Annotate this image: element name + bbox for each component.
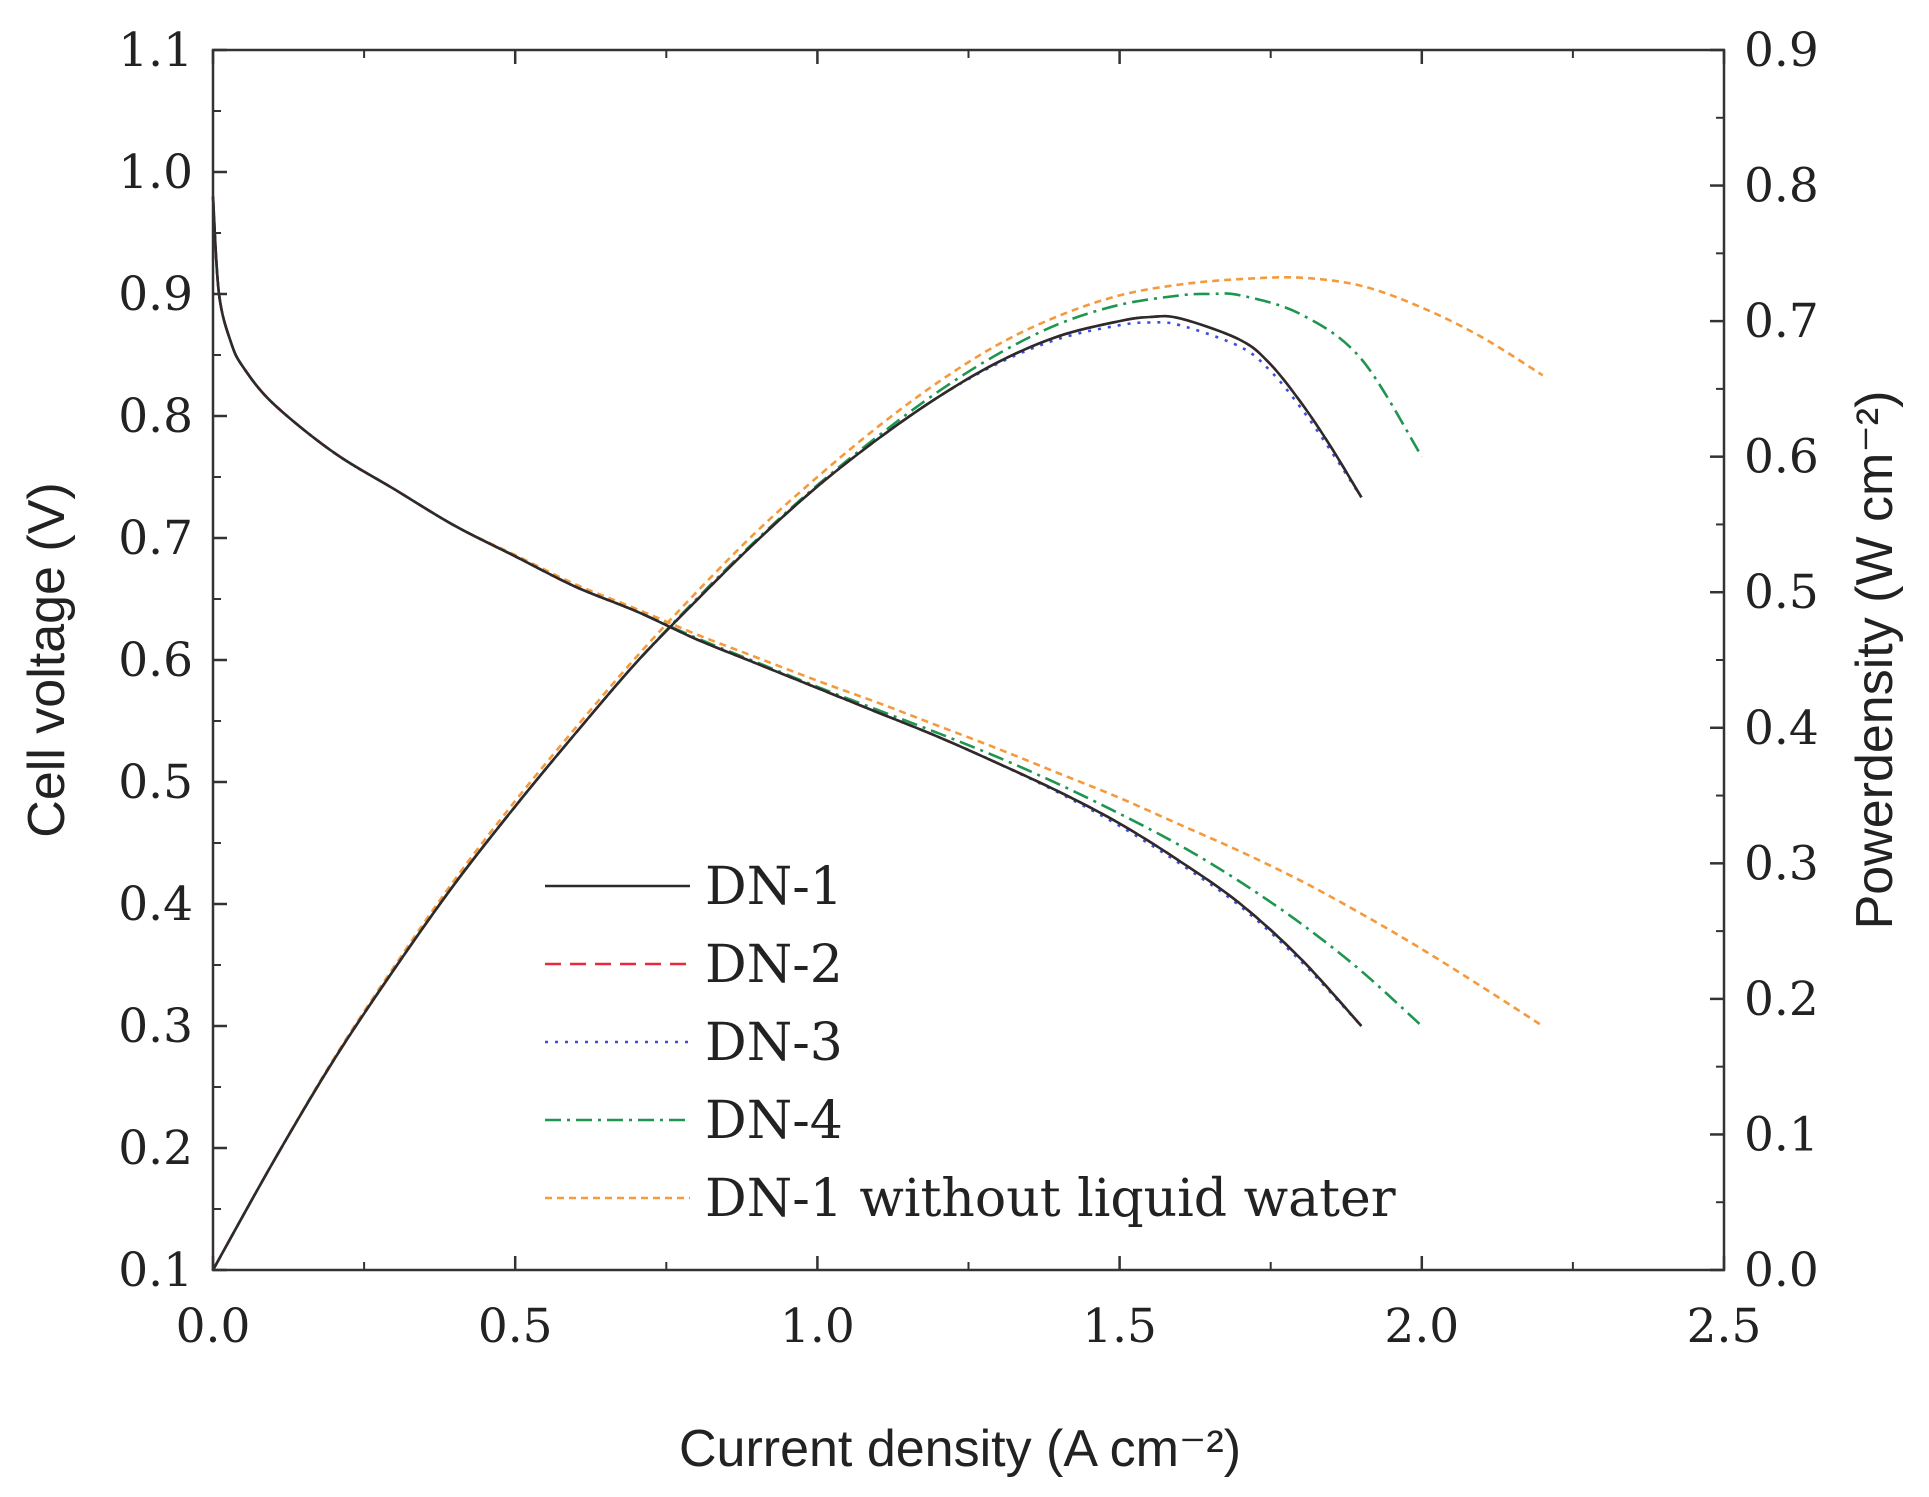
y-left-tick-label: 0.3 — [118, 999, 193, 1054]
y-right-tick-label: 0.4 — [1744, 701, 1819, 756]
y-left-tick-label: 1.1 — [118, 23, 193, 78]
y-left-axis-title: Cell voltage (V) — [18, 482, 76, 837]
y-left-tick-label: 1.0 — [118, 145, 193, 200]
axes — [211, 48, 1726, 1272]
x-tick-label: 2.0 — [1384, 1299, 1459, 1354]
y-left-tick-label: 0.9 — [118, 267, 193, 322]
polarization-curve-dn-1-without-liquid-water — [211, 196, 1544, 1028]
plot-area — [211, 196, 1544, 1271]
legend-label: DN-4 — [705, 1091, 843, 1151]
x-tick-label: 2.5 — [1687, 1299, 1762, 1354]
y-right-tick-label: 0.6 — [1744, 430, 1819, 485]
power-curve-dn-3 — [211, 320, 1363, 1271]
y-left-tick-label: 0.6 — [118, 633, 193, 688]
ticks: 0.0 0.5 1.0 1.5 2.0 2.5 0.1 0.2 0.3 0.4 0.5 0.6 0.7 0… — [118, 23, 1819, 1354]
x-tick-label: 0.0 — [176, 1299, 251, 1354]
legend-label: DN-2 — [705, 935, 843, 995]
y-left-tick-label: 0.2 — [118, 1121, 193, 1176]
x-tick-label: 0.5 — [478, 1299, 553, 1354]
y-right-tick-label: 0.3 — [1744, 836, 1819, 891]
y-left-tick-label: 0.1 — [118, 1243, 193, 1298]
x-tick-label: 1.5 — [1082, 1299, 1157, 1354]
axes-frame — [211, 48, 1726, 1272]
power-curve-dn-1 — [211, 314, 1363, 1271]
legend-label: DN-1 without liquid water — [705, 1169, 1396, 1229]
legend-label: DN-1 — [705, 857, 843, 917]
y-left-tick-label: 0.4 — [118, 877, 193, 932]
y-right-tick-label: 0.9 — [1744, 23, 1819, 78]
y-right-axis-title: Powerdensity (W cm⁻²) — [1846, 391, 1904, 930]
y-left-tick-label: 0.8 — [118, 389, 193, 444]
y-right-tick-label: 0.2 — [1744, 972, 1819, 1027]
y-right-tick-label: 0.5 — [1744, 565, 1819, 620]
power-curve-dn-1-without-liquid-water — [211, 276, 1544, 1271]
y-right-tick-label: 0.7 — [1744, 294, 1819, 349]
polarization-curve-dn-1 — [211, 196, 1363, 1027]
legend-label: DN-3 — [705, 1013, 843, 1073]
legend: DN-1 DN-2 DN-3 DN-4 DN-1 without liquid wate… — [545, 857, 1396, 1229]
x-tick-label: 1.0 — [780, 1299, 855, 1354]
y-left-tick-label: 0.5 — [118, 755, 193, 810]
y-right-tick-label: 0.8 — [1744, 159, 1819, 214]
x-axis-title: Current density (A cm⁻²) — [679, 1420, 1241, 1478]
y-left-tick-label: 0.7 — [118, 511, 193, 566]
y-right-tick-label: 0.1 — [1744, 1107, 1819, 1162]
y-right-tick-label: 0.0 — [1744, 1243, 1819, 1298]
